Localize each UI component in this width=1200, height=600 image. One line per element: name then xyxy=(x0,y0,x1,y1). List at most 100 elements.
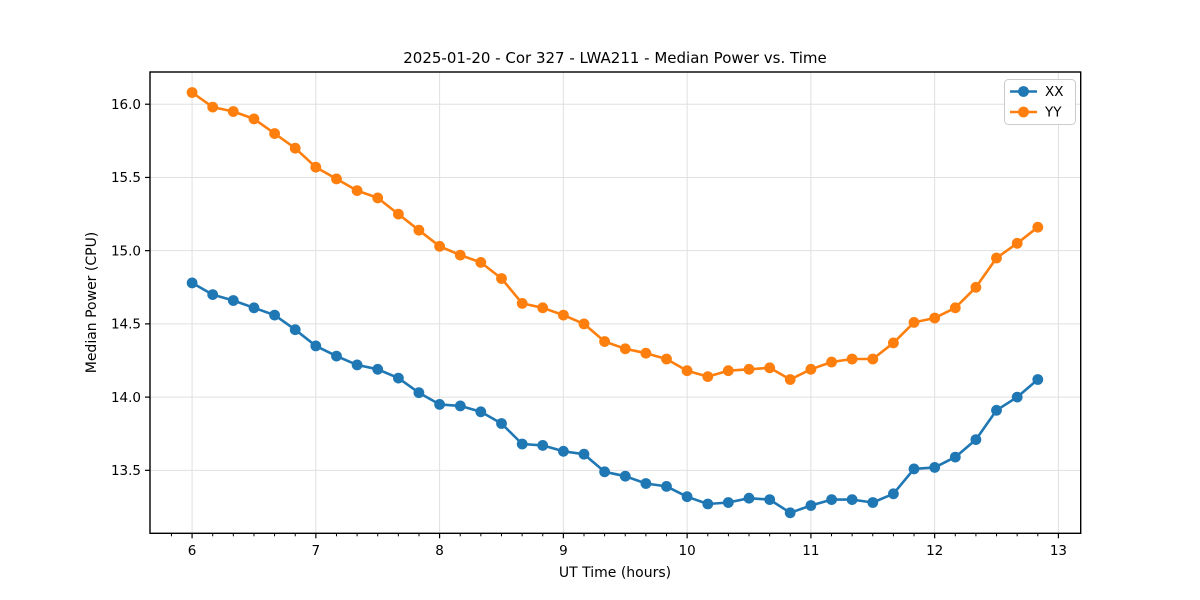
series-yy-marker xyxy=(888,337,899,349)
x-tick-label: 9 xyxy=(559,543,568,559)
x-tick-label: 12 xyxy=(926,543,943,559)
series-xx-marker xyxy=(661,481,672,492)
series-yy-marker xyxy=(599,336,610,347)
series-yy-marker xyxy=(496,273,507,284)
series-yy-marker xyxy=(248,113,260,125)
y-axis-label: Median Power (CPU) xyxy=(84,232,100,374)
series-yy-marker xyxy=(991,252,1002,264)
series-xx-marker xyxy=(970,434,982,445)
series-xx-marker xyxy=(846,494,858,505)
legend-box xyxy=(1004,79,1076,125)
series-yy-marker xyxy=(970,281,982,293)
series-xx-marker xyxy=(310,340,322,352)
data-series xyxy=(186,87,1044,519)
series-yy-marker xyxy=(619,343,631,355)
series-yy-line xyxy=(190,91,1040,381)
series-yy-marker xyxy=(826,356,837,368)
x-tick-label: 11 xyxy=(802,543,819,559)
series-xx-marker xyxy=(722,497,734,508)
series-xx-marker xyxy=(619,470,631,482)
series-yy-marker xyxy=(372,192,384,204)
series-yy-marker xyxy=(351,185,363,197)
x-tick-label: 13 xyxy=(1050,543,1067,559)
series-yy-marker xyxy=(743,363,755,375)
series-yy-marker xyxy=(516,298,528,309)
series-xx-marker xyxy=(331,350,342,362)
series-xx-marker xyxy=(908,463,920,475)
series-xx-marker xyxy=(454,400,466,412)
series-xx-marker xyxy=(599,466,610,478)
series-xx-marker xyxy=(681,491,693,503)
series-yy-marker xyxy=(846,353,858,365)
axes: 6 7 8 9 10 11 12 13 13.5 14.0 14.5 15.0 15.5 16.0 xyxy=(111,71,1082,559)
series-yy-marker xyxy=(805,363,817,375)
y-tick-label: 14.0 xyxy=(111,390,141,406)
series-yy-marker xyxy=(269,128,280,139)
series-xx-marker xyxy=(496,418,507,429)
series-yy-marker xyxy=(929,312,941,324)
series-yy-marker xyxy=(702,371,714,382)
series-xx-marker xyxy=(702,498,714,510)
legend-sample-marker xyxy=(1018,106,1029,118)
series-yy-marker xyxy=(578,318,590,330)
x-tick-label: 8 xyxy=(435,543,444,559)
series-xx-marker xyxy=(434,399,445,410)
series-xx-line xyxy=(190,281,1040,515)
series-yy-marker xyxy=(867,353,879,365)
series-xx-marker xyxy=(949,451,961,463)
series-xx-marker xyxy=(1011,391,1023,403)
series-yy-marker xyxy=(537,302,549,314)
series-yy-marker xyxy=(454,249,466,261)
series-xx-marker xyxy=(888,488,899,500)
series-yy-marker xyxy=(640,347,652,359)
series-yy-marker xyxy=(310,161,322,173)
series-yy-marker xyxy=(722,365,734,377)
series-xx-marker xyxy=(289,324,301,336)
legend: XX YY xyxy=(1004,79,1076,125)
series-yy-marker xyxy=(331,173,342,185)
series-xx-marker xyxy=(764,494,776,505)
series-xx-marker xyxy=(867,497,879,508)
gridlines xyxy=(150,72,1081,534)
legend-label-yy: YY xyxy=(1044,105,1062,121)
y-tick-label: 15.0 xyxy=(111,243,141,259)
y-tick-label: 14.5 xyxy=(111,317,141,333)
series-xx-marker xyxy=(393,372,404,384)
y-tick-label: 13.5 xyxy=(111,463,141,479)
series-yy-marker xyxy=(434,240,445,252)
series-xx-marker xyxy=(186,277,198,289)
series-xx-marker xyxy=(558,445,569,457)
series-xx-marker xyxy=(578,448,590,460)
series-xx-marker xyxy=(475,406,487,418)
series-yy-marker xyxy=(558,309,569,321)
series-yy-marker xyxy=(949,302,961,314)
series-yy-marker xyxy=(475,257,487,268)
plot-border xyxy=(149,71,1082,534)
series-yy-marker xyxy=(413,224,425,236)
y-tick-label: 15.5 xyxy=(111,170,141,186)
series-xx-marker xyxy=(351,359,363,371)
series-xx-marker xyxy=(1032,374,1044,385)
series-xx-marker xyxy=(991,404,1002,416)
series-xx-marker xyxy=(743,492,755,504)
series-xx-marker xyxy=(537,440,549,451)
series-yy-marker xyxy=(784,374,796,385)
series-yy-marker xyxy=(908,317,920,328)
series-yy-marker xyxy=(207,101,219,113)
series-xx-marker xyxy=(372,363,384,375)
series-xx-marker xyxy=(784,507,796,519)
legend-label-xx: XX xyxy=(1045,84,1064,100)
x-axis-label: UT Time (hours) xyxy=(559,565,671,581)
chart-title: 2025-01-20 - Cor 327 - LWA211 - Median P… xyxy=(403,49,827,67)
series-yy-marker xyxy=(227,106,239,117)
series-yy-marker xyxy=(661,353,672,365)
series-yy-marker xyxy=(393,208,404,220)
x-tick-label: 10 xyxy=(679,543,696,559)
series-xx-marker xyxy=(516,438,528,450)
series-yy-marker xyxy=(186,87,198,98)
series-xx-marker xyxy=(805,500,817,511)
x-tick-label: 6 xyxy=(188,543,197,559)
legend-sample-marker xyxy=(1018,86,1029,97)
